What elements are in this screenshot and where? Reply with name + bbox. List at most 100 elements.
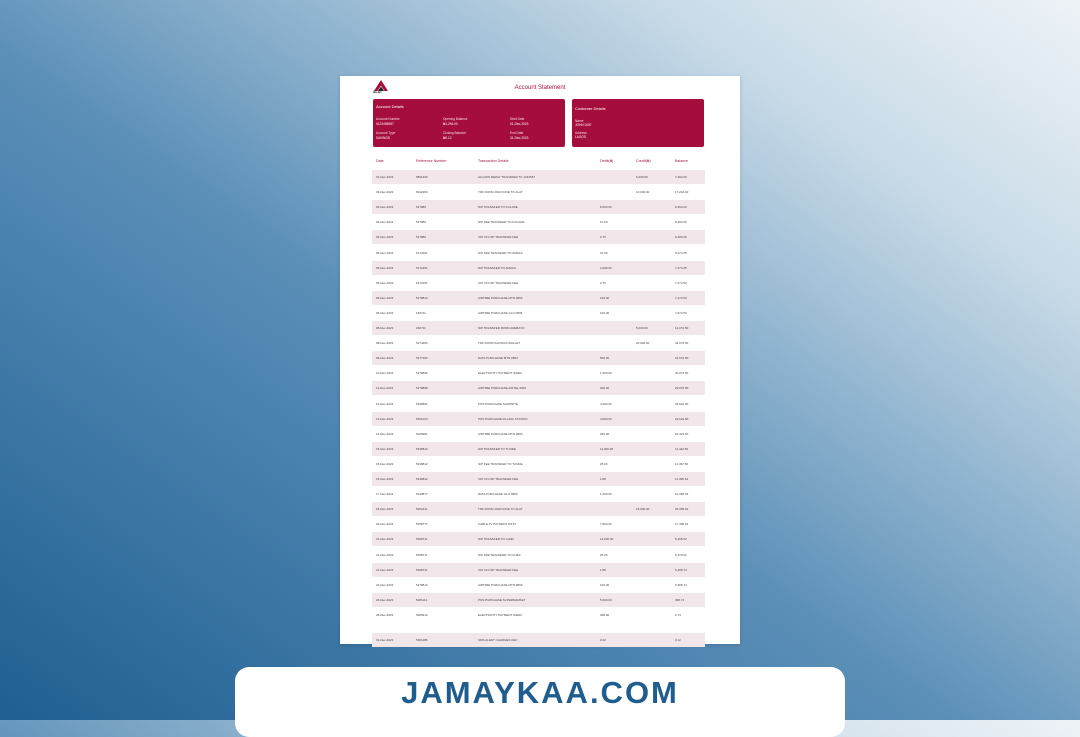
table-cell: 5,000.00 <box>600 597 612 602</box>
table-cell: 5268711 <box>416 537 428 542</box>
table-row: 28-Dec-2023 5289910 ELECTRICITY PAYMENT IK… <box>372 608 705 622</box>
table-row: 09-Dec-2023 5177182 DATA PURCHASE MTN 0803… <box>372 351 705 366</box>
table-cell: ELECTRICITY PAYMENT IKEDC <box>478 371 523 376</box>
table-row: 13-Dec-2023 5201023 POS PURCHASE FILLING S… <box>372 411 705 426</box>
table-row: 21-Dec-2023 5268711 NIP FEE TRANSFER TO CH… <box>372 548 705 562</box>
table-cell: 10.00 <box>600 220 608 225</box>
table-cell: 368.00 <box>600 612 610 617</box>
table-cell: 517886 <box>416 220 427 225</box>
table-cell: 9,294.00 <box>675 205 687 210</box>
table-cell: 0.75 <box>600 280 606 285</box>
table-cell: 08-Dec-2023 <box>376 326 394 330</box>
table-cell: TRF FROM SAVINGS WALLET <box>478 341 521 346</box>
table-cell: NIP FEE TRANSFER TO AMAKA <box>478 250 523 255</box>
table-cell: 5178896 <box>416 371 428 376</box>
table-row: 08-Dec-2023 5174483 TRF FROM SAVINGS WALLE… <box>372 336 705 350</box>
table-cell: 5268711 <box>416 552 428 557</box>
table-cell: 5268711 <box>416 567 428 572</box>
table-cell: 5301188 <box>416 638 428 642</box>
table-cell: 5,368.74 <box>675 582 687 587</box>
table-cell: 06-Dec-2023 <box>376 295 394 300</box>
table-cell: 10-Dec-2023 <box>376 371 394 376</box>
site-banner: JAMAYKAA.COM <box>235 667 845 737</box>
table-cell: VAT ON NIP TRANSFER FEE <box>478 235 519 240</box>
table-cell: 09-Dec-2023 <box>376 356 394 361</box>
table-cell: 11,397.50 <box>675 461 689 466</box>
table-cell: NIP TRANSFER TO TUNDE <box>478 446 516 451</box>
table-cell: 100.00 <box>600 310 610 315</box>
table-cell: POS PURCHASE SUPERMARKET <box>478 597 526 602</box>
table-cell: 0.62 <box>600 638 606 642</box>
table-cell: 5174483 <box>416 341 428 346</box>
table-cell: POS PURCHASE FILLING STATION <box>478 416 528 421</box>
table-cell: DATA PURCHASE GLO 0805 <box>478 492 518 497</box>
field-value: SAVINGS <box>376 136 390 140</box>
table-cell: 3,000.00 <box>600 416 612 421</box>
table-cell: 200.00 <box>600 386 610 391</box>
table-cell: 31,572.50 <box>675 356 689 361</box>
table-cell: 4,250.00 <box>600 401 612 406</box>
table-row: 14-Dec-2023 5209981 AIRTIME PURCHASE MTN 0… <box>372 427 705 441</box>
field-label: Name <box>575 119 584 123</box>
table-cell: TRF FROM JOHN DOE TO ALAT <box>478 190 523 195</box>
column-header: Reference Number <box>416 159 447 163</box>
column-header: Credit(₦) <box>636 159 651 163</box>
field-label: Closing Balance <box>443 131 467 135</box>
column-header: Debit(₦) <box>600 159 614 163</box>
table-cell: 12,072.50 <box>675 326 689 330</box>
table-cell: 5178868 <box>416 386 428 391</box>
site-name: JAMAYKAA.COM <box>401 675 679 710</box>
table-row: 21-Dec-2023 5268711 VAT ON NIP TRANSFER FE… <box>372 562 705 577</box>
table-row: 21-Dec-2023 5268711 NIP TRANSFER TO CHIDI 1… <box>372 532 705 547</box>
field-value: 01-Dec-2023 <box>510 122 529 126</box>
table-cell: 7,172.50 <box>675 295 687 300</box>
logo-icon <box>374 80 388 91</box>
table-cell: 5258777 <box>416 522 428 527</box>
table-cell: AIRTIME PURCHASE GLO 0805 <box>478 310 523 315</box>
table-cell: NIP FEE TRANSFER TO TUNDE <box>478 461 523 466</box>
table-cell: 28-Dec-2023 <box>376 612 394 617</box>
table-cell: 5172251 <box>416 265 428 270</box>
table-cell: 1,000.00 <box>600 492 612 497</box>
statement-page: ALAT Account Statement Account Details A… <box>340 76 740 647</box>
account-details-box: Account Details Account Number 0123456987… <box>373 99 565 147</box>
table-row: 04-Dec-2023 517886 NIP TRANSFER TO KOLADE 8… <box>372 200 705 215</box>
table-cell: 05-Dec-2023 <box>376 265 394 270</box>
table-cell: 100.00 <box>600 295 610 300</box>
table-cell: 5198861 <box>416 401 428 406</box>
table-cell: 25.00 <box>600 461 608 466</box>
table-row: 26-Dec-2023 5281112 POS PURCHASE SUPERMARK… <box>372 592 705 607</box>
field-label: Opening Balance <box>443 117 468 121</box>
table-cell: 30,072.50 <box>675 371 689 376</box>
table-row: 03-Dec-2023 6912284 TRF FROM JOHN DOE TO A… <box>372 185 705 199</box>
table-cell: 15-Dec-2023 <box>376 461 394 466</box>
table-cell: 200.00 <box>600 431 610 436</box>
table-cell: 5248877 <box>416 492 428 497</box>
table-cell: 21-Dec-2023 <box>376 552 394 557</box>
table-cell: 26-Dec-2023 <box>376 597 394 602</box>
table-cell: 5238812 <box>416 461 428 466</box>
field-label: Account Number <box>376 117 400 121</box>
table-cell: 18-Dec-2023 <box>376 507 394 512</box>
table-cell: 0.75 <box>600 235 606 240</box>
table-cell: 6891260 <box>416 175 428 179</box>
table-row: 08-Dec-2023 166711 NIP TRANSFER FROM ADEBA… <box>372 321 705 335</box>
table-row: 12-Dec-2023 5198861 POS PURCHASE SHOPRITE 4… <box>372 397 705 411</box>
table-cell: 0.12 <box>675 638 681 642</box>
table-cell: 9,283.25 <box>675 235 687 240</box>
field-label: Account Type <box>376 131 396 135</box>
table-cell: 25,622.50 <box>675 401 689 406</box>
table-cell: NIP FEE TRANSFER TO KOLADE <box>478 220 525 225</box>
table-cell: 5,000.00 <box>636 326 648 330</box>
table-cell: 14-Dec-2023 <box>376 431 394 436</box>
table-row: 20-Dec-2023 5258777 CABLE TV PAYMENT DSTV 7… <box>372 517 705 531</box>
table-cell: 04-Dec-2023 <box>376 220 394 225</box>
field-value: 0123456987 <box>376 122 394 126</box>
table-cell: 08-Dec-2023 <box>376 341 394 346</box>
table-row: 05-Dec-2023 5172251 NIP FEE TRANSFER TO AM… <box>372 246 705 260</box>
table-row: 05-Dec-2023 5172251 NIP TRANSFER TO AMAKA 2… <box>372 260 705 275</box>
table-cell: 5238812 <box>416 446 428 451</box>
table-cell: AIRTIME PURCHASE MTN 0803 <box>478 582 523 587</box>
table-cell: 1.88 <box>600 567 606 572</box>
table-cell: 22,622.50 <box>675 416 689 421</box>
